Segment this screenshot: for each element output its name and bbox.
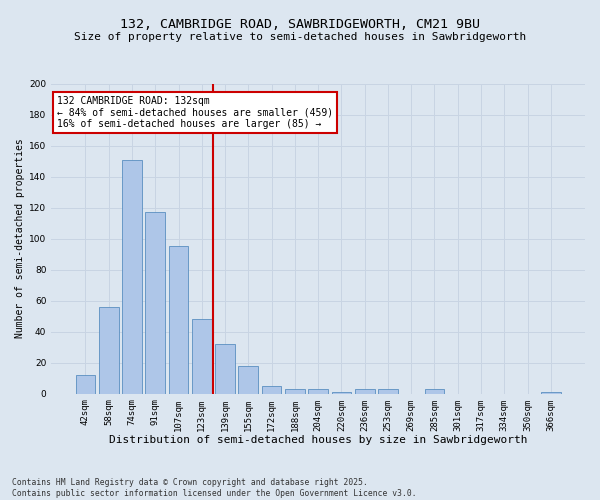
Bar xyxy=(215,344,235,394)
Bar xyxy=(99,307,119,394)
Bar xyxy=(238,366,258,394)
Text: Size of property relative to semi-detached houses in Sawbridgeworth: Size of property relative to semi-detach… xyxy=(74,32,526,42)
Y-axis label: Number of semi-detached properties: Number of semi-detached properties xyxy=(15,138,25,338)
Bar xyxy=(192,320,212,394)
Bar xyxy=(169,246,188,394)
X-axis label: Distribution of semi-detached houses by size in Sawbridgeworth: Distribution of semi-detached houses by … xyxy=(109,435,527,445)
Bar xyxy=(262,386,281,394)
Text: 132, CAMBRIDGE ROAD, SAWBRIDGEWORTH, CM21 9BU: 132, CAMBRIDGE ROAD, SAWBRIDGEWORTH, CM2… xyxy=(120,18,480,30)
Bar xyxy=(425,389,445,394)
Bar xyxy=(332,392,352,394)
Bar xyxy=(76,375,95,394)
Bar xyxy=(308,389,328,394)
Bar xyxy=(122,160,142,394)
Bar xyxy=(541,392,561,394)
Bar xyxy=(378,389,398,394)
Bar xyxy=(355,389,374,394)
Bar xyxy=(285,389,305,394)
Text: 132 CAMBRIDGE ROAD: 132sqm
← 84% of semi-detached houses are smaller (459)
16% o: 132 CAMBRIDGE ROAD: 132sqm ← 84% of semi… xyxy=(56,96,333,129)
Text: Contains HM Land Registry data © Crown copyright and database right 2025.
Contai: Contains HM Land Registry data © Crown c… xyxy=(12,478,416,498)
Bar xyxy=(145,212,165,394)
